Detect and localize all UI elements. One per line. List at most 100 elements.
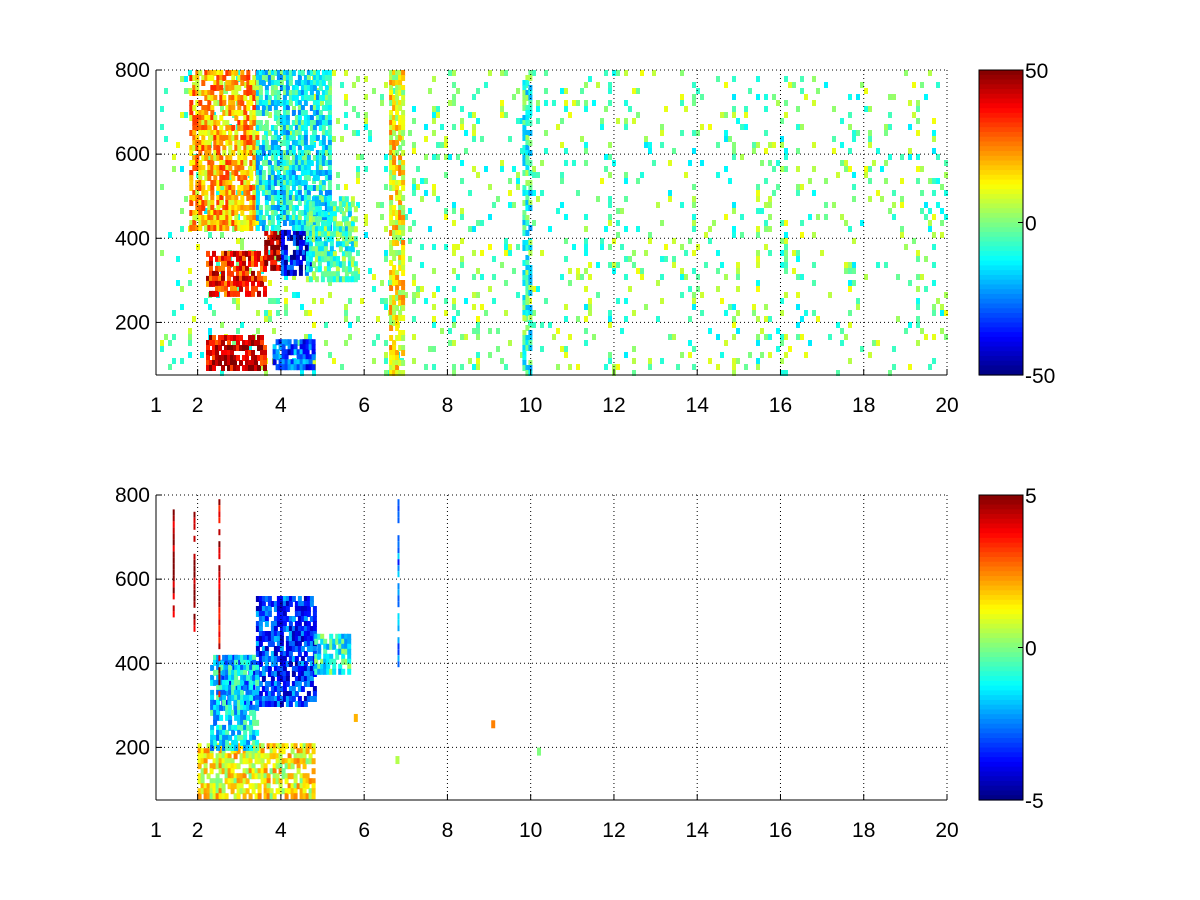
heatmap-cell [240, 679, 245, 686]
heatmap-cell [318, 80, 323, 86]
heatmap-cell [276, 200, 281, 206]
heatmap-cell [209, 783, 214, 790]
heatmap-cell [632, 118, 636, 124]
heatmap-cell [267, 631, 272, 637]
heatmap-cell [338, 276, 343, 283]
heatmap-cell [522, 190, 527, 196]
heatmap-cell [209, 365, 213, 371]
heatmap-cell [219, 225, 224, 231]
heatmap-cell [305, 231, 310, 238]
heatmap-cell [285, 671, 290, 677]
heatmap-cell [768, 214, 772, 220]
heatmap-cell [612, 238, 616, 244]
heatmap-cell [258, 210, 263, 216]
heatmap-cell [255, 646, 260, 652]
heatmap-cell [197, 763, 202, 770]
heatmap-cell [472, 166, 476, 172]
heatmap-cell [221, 758, 226, 765]
heatmap-cell [261, 175, 266, 181]
heatmap-cell [252, 135, 257, 141]
heatmap-cell [350, 261, 355, 268]
heatmap-cell [812, 280, 816, 286]
heatmap-cell [522, 210, 527, 216]
heatmap-cell [255, 719, 260, 726]
heatmap-cell [460, 334, 464, 340]
x-tick-label: 12 [602, 819, 625, 842]
heatmap-cell [392, 355, 397, 361]
heatmap-cell [264, 200, 269, 206]
heatmap-cell [460, 160, 464, 166]
heatmap-cell [389, 205, 394, 211]
heatmap-cell [216, 699, 221, 706]
heatmap-cell [210, 215, 215, 221]
colorbar-step [979, 752, 1023, 758]
heatmap-cell [189, 220, 194, 226]
heatmap-cell [800, 76, 804, 82]
heatmap-cell [348, 334, 352, 340]
heatmap-cell [236, 335, 240, 341]
heatmap-cell [932, 310, 936, 316]
heatmap-cell [251, 250, 255, 257]
heatmap-cell [231, 105, 236, 111]
heatmap-cell [395, 290, 400, 296]
heatmap-cell [160, 184, 164, 190]
heatmap-cell [488, 286, 492, 292]
heatmap-cell [464, 334, 468, 340]
heatmap-cell [508, 244, 512, 250]
heatmap-cell [476, 220, 480, 226]
heatmap-cell [252, 205, 257, 211]
heatmap-cell [263, 290, 267, 297]
heatmap-cell [273, 80, 278, 86]
heatmap-cell [273, 621, 278, 627]
heatmap-cell [932, 304, 936, 310]
heatmap-cell [392, 160, 397, 166]
heatmap-cell [928, 208, 932, 214]
heatmap-cell [210, 105, 215, 111]
heatmap-cell [270, 155, 275, 161]
heatmap-cell [219, 210, 224, 216]
heatmap-cell [287, 788, 292, 795]
heatmap-cell [269, 743, 274, 750]
heatmap-cell [389, 165, 394, 171]
heatmap-cell [347, 643, 352, 650]
heatmap-cell [273, 110, 278, 116]
heatmap-cell [306, 596, 311, 602]
heatmap-streak [193, 535, 196, 542]
colorbar-step [979, 699, 1023, 706]
heatmap-cell [392, 370, 397, 376]
heatmap-cell [267, 234, 272, 241]
heatmap-cell [227, 275, 231, 282]
heatmap-cell [389, 95, 394, 101]
heatmap-cell [318, 95, 323, 101]
heatmap-cell [261, 646, 266, 652]
heatmap-cell [389, 85, 394, 91]
heatmap-cell [221, 265, 225, 272]
heatmap-cell [848, 262, 852, 268]
heatmap-cell [258, 651, 263, 657]
heatmap-cell [872, 160, 876, 166]
heatmap-cell [329, 216, 334, 223]
heatmap-cell [228, 664, 233, 671]
heatmap-cell [596, 262, 600, 268]
heatmap-cell [772, 94, 776, 100]
heatmap-cell [251, 350, 255, 356]
heatmap-cell [624, 316, 628, 322]
heatmap-cell [584, 82, 588, 88]
heatmap-cell [272, 359, 277, 366]
heatmap-cell [189, 90, 194, 96]
heatmap-cell [216, 70, 221, 76]
heatmap-cell [215, 788, 220, 795]
heatmap-cell [239, 360, 243, 366]
heatmap-cell [197, 788, 202, 795]
heatmap-cell [303, 155, 308, 161]
heatmap-cell [329, 251, 334, 258]
heatmap-cell [306, 681, 311, 687]
x-tick-label: 16 [769, 819, 792, 842]
heatmap-cell [246, 704, 251, 711]
heatmap-cell [392, 235, 397, 241]
heatmap-cell [210, 205, 215, 211]
heatmap-cell [812, 142, 816, 148]
heatmap-cell [876, 340, 880, 346]
heatmap-cell [476, 88, 480, 94]
heatmap-cell [216, 85, 221, 91]
